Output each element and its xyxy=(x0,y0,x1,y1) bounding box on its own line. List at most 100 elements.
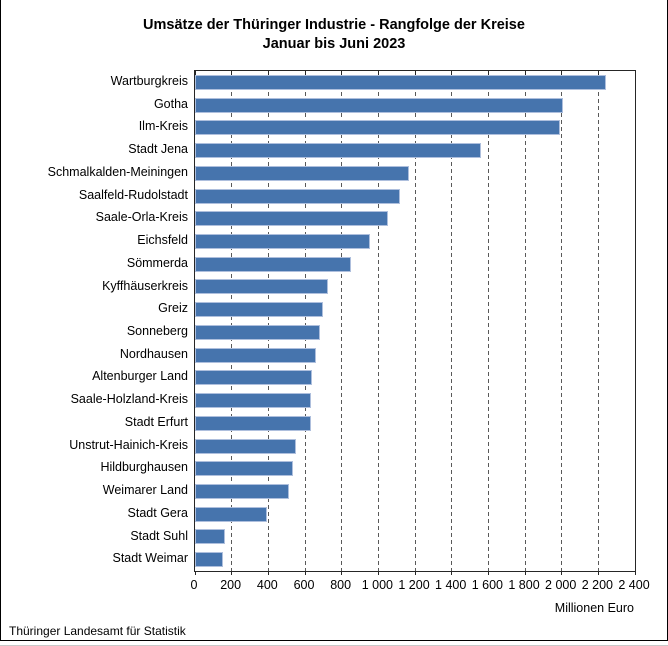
axis-tick xyxy=(267,71,269,75)
category-label: Altenburger Land xyxy=(92,369,188,384)
axis-tick xyxy=(414,571,416,575)
category-label: Stadt Suhl xyxy=(130,528,188,543)
gridline xyxy=(231,71,233,571)
gridline xyxy=(451,71,453,571)
chart-title-line1: Umsätze der Thüringer Industrie - Rangfo… xyxy=(143,17,525,33)
x-tick-label: 200 xyxy=(220,578,242,592)
bar-stadt-jena xyxy=(195,143,481,159)
axis-tick xyxy=(231,71,233,75)
bar-hildburghausen xyxy=(195,461,294,477)
gridline xyxy=(524,71,526,571)
axis-tick xyxy=(524,71,526,75)
gridline xyxy=(414,71,416,571)
gridline xyxy=(304,71,306,571)
category-label: Stadt Weimar xyxy=(112,551,189,566)
chart-title: Umsätze der Thüringer Industrie - Rangfo… xyxy=(1,16,667,54)
axis-tick xyxy=(487,71,489,75)
gridline xyxy=(341,71,343,571)
x-tick-label: 2 000 xyxy=(545,578,577,592)
bar-altenburger-land xyxy=(195,370,313,386)
bar-saale-holzland-kreis xyxy=(195,393,312,409)
axis-tick xyxy=(304,571,306,575)
x-tick-label: 0 xyxy=(190,578,198,592)
bar-ilm-kreis xyxy=(195,120,560,136)
axis-tick xyxy=(451,571,453,575)
axis-tick xyxy=(194,71,196,75)
x-tick-label: 1 000 xyxy=(361,578,393,592)
axis-tick xyxy=(451,71,453,75)
category-label: Kyffhäuserkreis xyxy=(102,278,188,293)
category-label: Unstrut-Hainich-Kreis xyxy=(69,437,188,452)
bar-nordhausen xyxy=(195,347,316,363)
category-label: Weimarer Land xyxy=(102,483,188,498)
bar-eichsfeld xyxy=(195,233,371,249)
category-label: Saalfeld-Rudolstadt xyxy=(78,187,188,202)
category-label: Gotha xyxy=(153,96,188,111)
bar-weimarer-land xyxy=(195,483,290,499)
category-label: Saale-Orla-Kreis xyxy=(95,210,188,225)
axis-tick xyxy=(377,71,379,75)
x-tick-label: 2 200 xyxy=(581,578,613,592)
x-tick-label: 400 xyxy=(256,578,278,592)
category-label: Eichsfeld xyxy=(137,233,188,248)
x-axis-tick-labels: 0 200 400 600 800 1 000 1 200 1 400 1 600 1 800 2 … xyxy=(1,578,668,594)
x-tick-label: 600 xyxy=(293,578,315,592)
bar-wartburgkreis xyxy=(195,74,606,90)
category-label: Saale-Holzland-Kreis xyxy=(70,392,188,407)
category-label: Sömmerda xyxy=(126,255,188,270)
x-tick-label: 2 400 xyxy=(618,578,650,592)
axis-tick xyxy=(341,571,343,575)
axis-tick xyxy=(597,571,599,575)
axis-tick xyxy=(377,571,379,575)
axis-tick xyxy=(341,71,343,75)
axis-tick xyxy=(634,571,636,575)
axis-tick xyxy=(597,71,599,75)
bar-stadt-erfurt xyxy=(195,415,311,431)
gridline xyxy=(487,71,489,571)
category-label: Sonneberg xyxy=(126,324,188,338)
gridline xyxy=(597,71,599,571)
plot-area xyxy=(194,70,636,575)
source-note: Thüringer Landesamt für Statistik xyxy=(9,624,186,638)
bar-saale-orla-kreis xyxy=(195,211,388,227)
axis-tick xyxy=(231,571,233,575)
category-label: Stadt Erfurt xyxy=(124,414,188,429)
gridline xyxy=(267,71,269,571)
axis-tick xyxy=(414,71,416,75)
chart-title-line2: Januar bis Juni 2023 xyxy=(262,36,406,52)
axis-tick xyxy=(304,71,306,75)
bar-kyffhäuserkreis xyxy=(195,279,328,295)
axis-tick xyxy=(267,571,269,575)
category-label: Stadt Gera xyxy=(127,505,188,520)
bar-unstrut-hainich-kreis xyxy=(195,438,296,454)
category-label: Greiz xyxy=(158,301,188,316)
x-tick-label: 1 200 xyxy=(398,578,430,592)
category-label: Nordhausen xyxy=(119,346,188,361)
category-label: Schmalkalden-Meiningen xyxy=(47,164,188,179)
category-label: Wartburgkreis xyxy=(110,74,188,88)
axis-tick xyxy=(487,571,489,575)
gridline xyxy=(377,71,379,571)
bar-schmalkalden-meiningen xyxy=(195,165,409,181)
bar-stadt-weimar xyxy=(195,552,223,568)
axis-tick xyxy=(634,71,636,75)
axis-tick xyxy=(194,571,196,575)
bar-greiz xyxy=(195,302,324,318)
bar-gotha xyxy=(195,97,563,113)
x-tick-label: 1 400 xyxy=(435,578,467,592)
x-tick-label: 800 xyxy=(330,578,352,592)
gridline xyxy=(561,71,563,571)
x-tick-label: 1 800 xyxy=(508,578,540,592)
y-axis-labels: Wartburgkreis Gotha Ilm-Kreis Stadt Jena Sch… xyxy=(1,70,188,570)
bar-sonneberg xyxy=(195,324,320,340)
x-axis-title: Millionen Euro xyxy=(554,601,634,615)
bar-saalfeld-rudolstadt xyxy=(195,188,401,204)
bar-sömmerda xyxy=(195,256,351,272)
x-tick-label: 1 600 xyxy=(471,578,503,592)
category-label: Stadt Jena xyxy=(128,142,188,157)
category-label: Hildburghausen xyxy=(100,460,188,475)
bar-stadt-gera xyxy=(195,506,268,522)
bar-stadt-suhl xyxy=(195,529,226,545)
